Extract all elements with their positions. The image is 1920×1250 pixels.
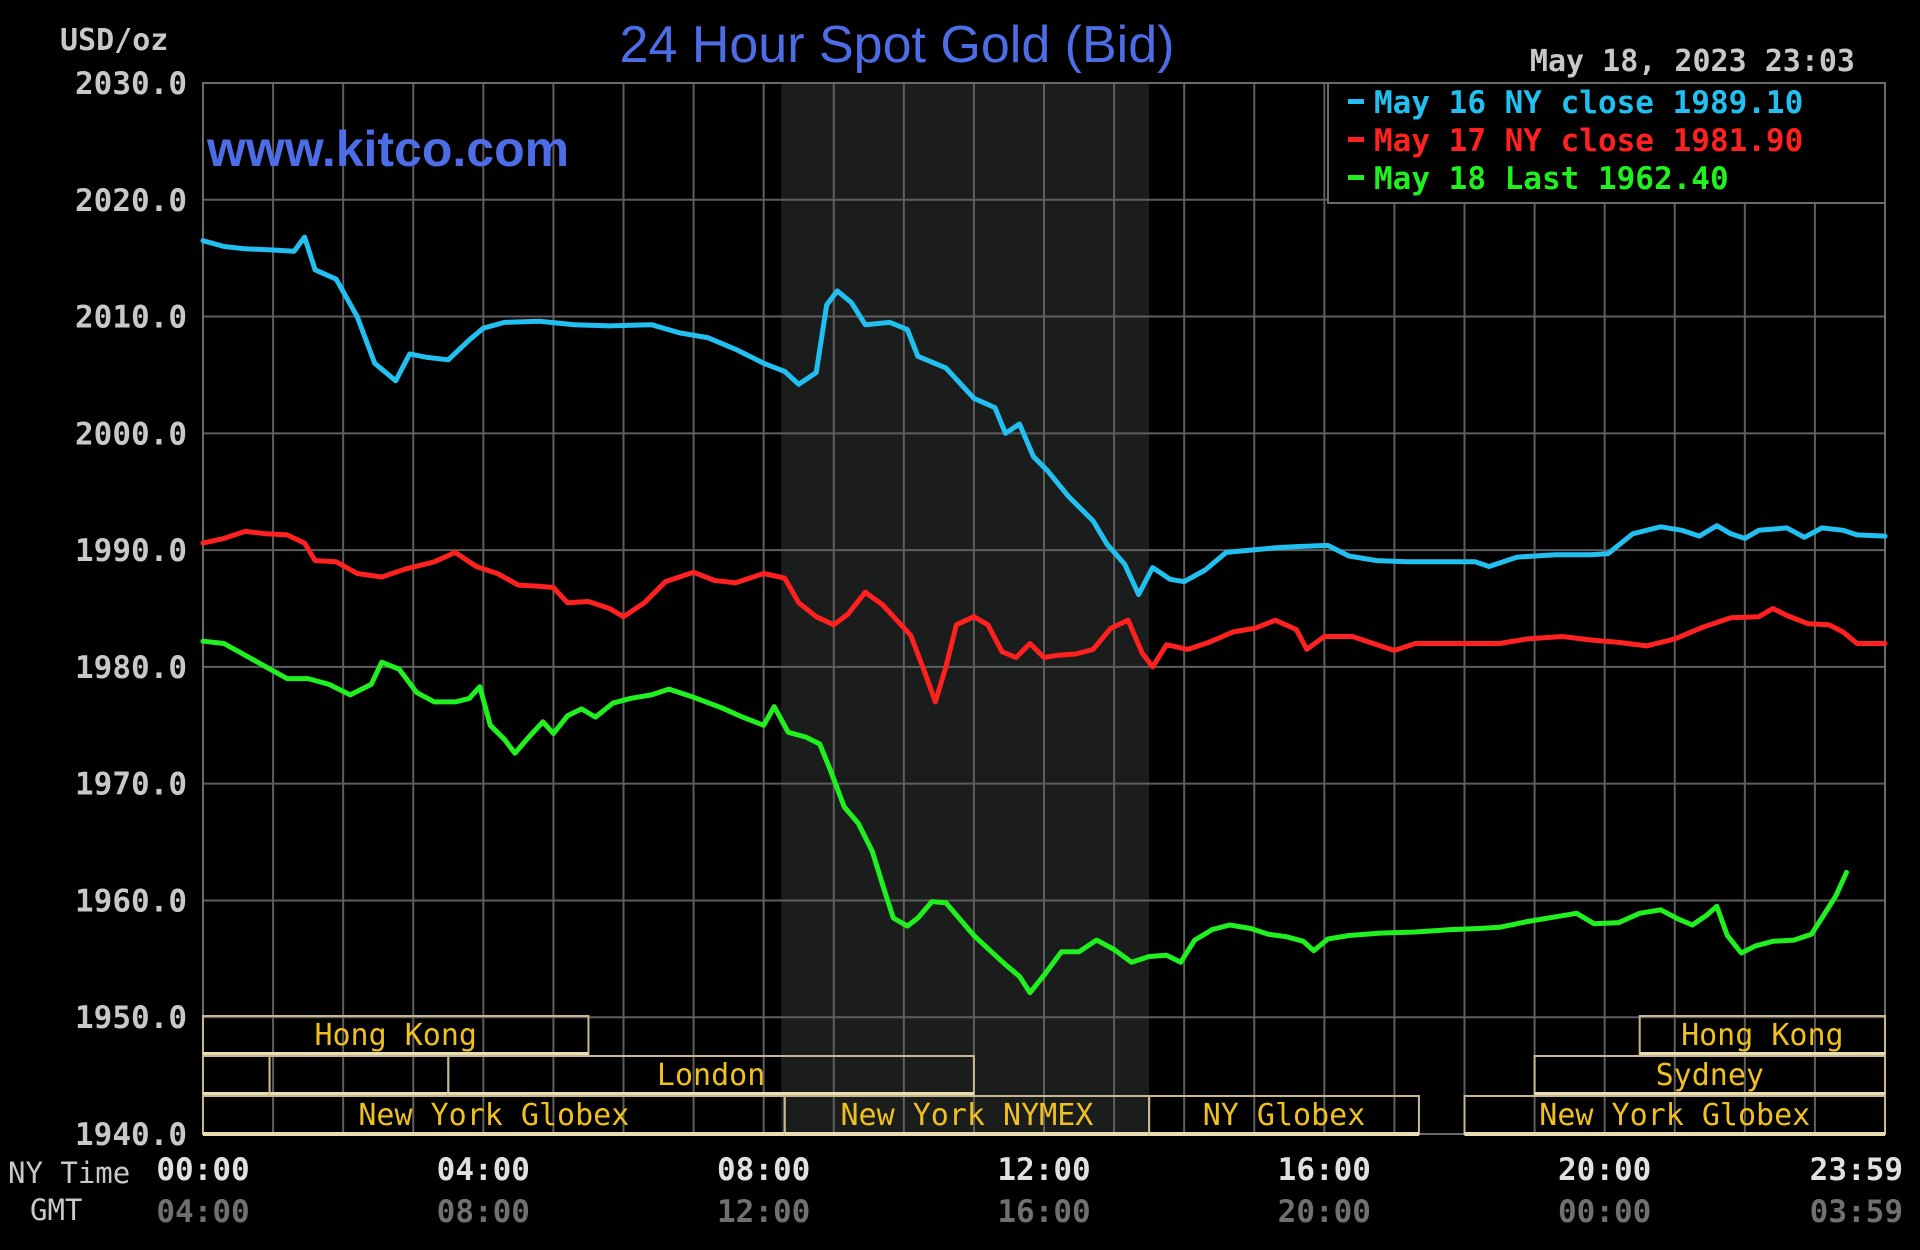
legend-box: [1327, 82, 1886, 204]
x-tick-label-ny: 08:00: [717, 1152, 810, 1188]
legend-entry: May 18 Last 1962.40: [1374, 161, 1729, 197]
session-label: Sydney: [1656, 1058, 1764, 1093]
legend-swatch: [1348, 175, 1364, 180]
session-label: London: [657, 1058, 765, 1093]
y-tick-label: 1990.0: [75, 533, 187, 569]
legend-entry: May 17 NY close 1981.90: [1374, 123, 1803, 159]
unit-label: USD/oz: [60, 23, 168, 58]
x-axis-label-gmt: GMT: [30, 1193, 82, 1227]
session-label: NY Globex: [1203, 1098, 1366, 1133]
x-tick-labels: 00:00 04:00 04:00 08:00 08:00 12:00 12:00 16:00…: [156, 1152, 1903, 1230]
x-tick-label-ny: 12:00: [997, 1152, 1090, 1188]
y-tick-label: 1940.0: [75, 1117, 187, 1153]
session-label: Hong Kong: [314, 1018, 477, 1053]
legend-swatch: [1348, 137, 1364, 142]
timestamp: May 18, 2023 23:03: [1530, 44, 1855, 79]
series-lines: [200, 234, 1888, 996]
x-tick-label-ny: 00:00: [156, 1152, 249, 1188]
x-tick-label-ny: 20:00: [1558, 1152, 1651, 1188]
nymex-session-band: [781, 83, 1150, 1134]
series-line-1: [200, 528, 1888, 705]
y-tick-label: 2000.0: [75, 416, 187, 452]
y-tick-label: 1970.0: [75, 767, 187, 803]
x-tick-label-gmt: 08:00: [437, 1194, 530, 1230]
series-line-0: [200, 234, 1888, 597]
y-tick-label: 2020.0: [75, 183, 187, 219]
x-tick-label-gmt: 00:00: [1558, 1194, 1651, 1230]
x-tick-label-ny: 23:59: [1810, 1152, 1903, 1188]
session-label: Hong Kong: [1681, 1018, 1844, 1053]
series-line-2: [200, 638, 1849, 996]
x-tick-label-ny: 16:00: [1278, 1152, 1371, 1188]
session-label: New York NYMEX: [840, 1098, 1093, 1133]
legend-swatch: [1348, 99, 1364, 104]
x-tick-label-gmt: 04:00: [156, 1194, 249, 1230]
x-tick-label-gmt: 16:00: [997, 1194, 1090, 1230]
y-tick-label: 2030.0: [75, 66, 187, 102]
y-tick-label: 1950.0: [75, 1000, 187, 1036]
x-tick-label-gmt: 20:00: [1278, 1194, 1371, 1230]
y-tick-label: 1980.0: [75, 650, 187, 686]
x-tick-label-gmt: 12:00: [717, 1194, 810, 1230]
session-label: New York Globex: [358, 1098, 629, 1133]
watermark: www.kitco.com: [206, 121, 569, 177]
trading-sessions: Hong Kong Hong Kong London Sydney New York G…: [202, 1015, 1887, 1136]
x-tick-label-ny: 04:00: [437, 1152, 530, 1188]
chart-title: 24 Hour Spot Gold (Bid): [620, 16, 1175, 74]
x-tick-label-gmt: 03:59: [1810, 1194, 1903, 1230]
x-axis-label-ny: NY Time: [8, 1156, 130, 1190]
session-label: New York Globex: [1539, 1098, 1810, 1133]
y-tick-label: 2010.0: [75, 300, 187, 336]
y-tick-labels: 2030.0 2020.0 2010.0 2000.0 1990.0 1980.0 1970…: [75, 66, 187, 1153]
y-tick-label: 1960.0: [75, 883, 187, 919]
legend-entry: May 16 NY close 1989.10: [1374, 85, 1803, 121]
